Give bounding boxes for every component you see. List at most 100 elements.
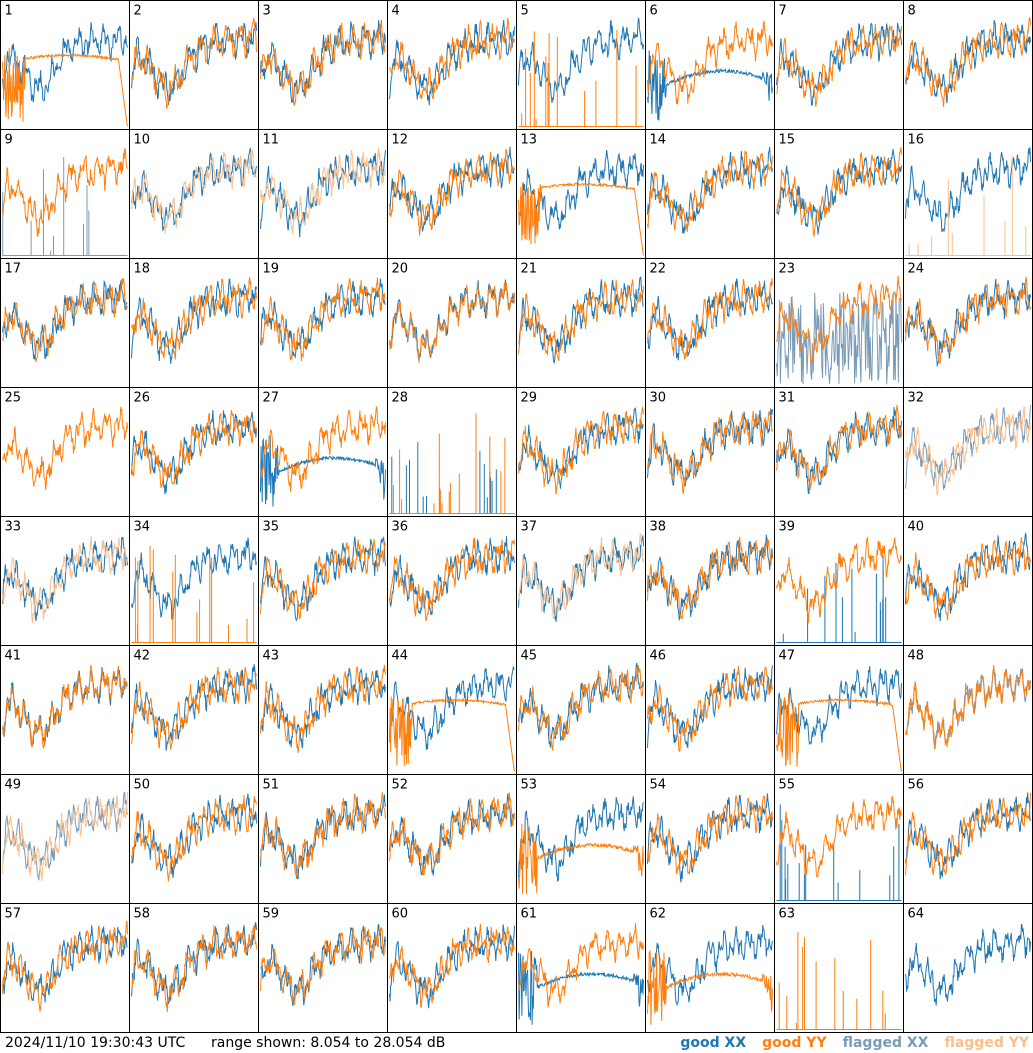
legend-flagged-yy: flagged YY bbox=[944, 1035, 1029, 1051]
panel-frame-15 bbox=[774, 129, 904, 259]
panel-label-39: 39 bbox=[779, 520, 796, 535]
panel-60: 60 bbox=[387, 903, 517, 1033]
legend: good XX good YY flagged XX flagged YY bbox=[664, 1033, 1029, 1053]
panel-label-48: 48 bbox=[908, 649, 925, 664]
panel-36: 36 bbox=[387, 516, 517, 646]
xx-trace-27 bbox=[260, 434, 386, 507]
panel-label-7: 7 bbox=[779, 4, 787, 19]
panel-label-63: 63 bbox=[779, 907, 796, 922]
xx-trace-23 bbox=[776, 289, 902, 385]
yy-trace-16 bbox=[905, 156, 1031, 256]
panel-frame-29 bbox=[516, 387, 646, 517]
xx-trace-33 bbox=[2, 536, 128, 622]
yy-trace-27 bbox=[260, 406, 386, 492]
yy-trace-61 bbox=[518, 923, 644, 1009]
panel-label-59: 59 bbox=[263, 907, 280, 922]
panel-label-57: 57 bbox=[5, 907, 22, 922]
yy-trace-42 bbox=[131, 666, 257, 750]
yy-trace-4 bbox=[389, 17, 515, 100]
panel-28: 28 bbox=[387, 387, 517, 517]
yy-trace-53 bbox=[518, 823, 644, 895]
panel-frame-48 bbox=[903, 645, 1033, 775]
panel-label-22: 22 bbox=[650, 262, 667, 277]
panel-11: 11 bbox=[258, 129, 388, 259]
yy-trace-29 bbox=[518, 405, 644, 495]
panel-label-23: 23 bbox=[779, 262, 796, 277]
panel-16: 16 bbox=[903, 129, 1033, 259]
yy-trace-24 bbox=[905, 276, 1031, 364]
panel-frame-41 bbox=[0, 645, 130, 775]
panel-57: 57 bbox=[0, 903, 130, 1033]
panel-22: 22 bbox=[645, 258, 775, 388]
panel-2: 2 bbox=[129, 0, 259, 130]
xx-trace-18 bbox=[131, 278, 257, 364]
panel-label-31: 31 bbox=[779, 391, 796, 406]
legend-flagged-xx: flagged XX bbox=[842, 1035, 929, 1051]
panel-31: 31 bbox=[774, 387, 904, 517]
panel-label-64: 64 bbox=[908, 907, 925, 922]
panel-48: 48 bbox=[903, 645, 1033, 775]
panel-39: 39 bbox=[774, 516, 904, 646]
panel-frame-8 bbox=[903, 0, 1033, 130]
panel-26: 26 bbox=[129, 387, 259, 517]
panel-19: 19 bbox=[258, 258, 388, 388]
panel-label-8: 8 bbox=[908, 4, 916, 19]
panel-label-9: 9 bbox=[5, 133, 13, 148]
panel-label-34: 34 bbox=[134, 520, 151, 535]
yy-trace-3 bbox=[260, 19, 386, 106]
panel-label-42: 42 bbox=[134, 649, 151, 664]
xx-trace-56 bbox=[905, 792, 1031, 880]
panel-label-25: 25 bbox=[5, 391, 22, 406]
yy-trace-17 bbox=[2, 278, 128, 363]
panel-label-35: 35 bbox=[263, 520, 280, 535]
legend-good-xx: good XX bbox=[680, 1035, 747, 1051]
yy-trace-10 bbox=[131, 149, 257, 234]
panel-51: 51 bbox=[258, 774, 388, 904]
xx-trace-15 bbox=[776, 148, 902, 235]
panel-label-50: 50 bbox=[134, 778, 151, 793]
yy-trace-23 bbox=[776, 275, 902, 364]
panel-frame-43 bbox=[258, 645, 388, 775]
xx-trace-19 bbox=[260, 278, 386, 359]
panel-label-58: 58 bbox=[134, 907, 151, 922]
panel-label-5: 5 bbox=[521, 4, 529, 19]
panel-29: 29 bbox=[516, 387, 646, 517]
yy-trace-14 bbox=[647, 150, 773, 232]
panel-label-36: 36 bbox=[392, 520, 409, 535]
xx-trace-61 bbox=[518, 951, 644, 1025]
yy-trace-37 bbox=[518, 533, 644, 620]
panel-10: 10 bbox=[129, 129, 259, 259]
panel-4: 4 bbox=[387, 0, 517, 130]
yy-trace-50 bbox=[131, 794, 257, 882]
panel-41: 41 bbox=[0, 645, 130, 775]
yy-trace-47 bbox=[776, 692, 902, 772]
panel-42: 42 bbox=[129, 645, 259, 775]
panel-label-40: 40 bbox=[908, 520, 925, 535]
yy-trace-49 bbox=[2, 791, 128, 882]
panel-label-33: 33 bbox=[5, 520, 22, 535]
yy-trace-18 bbox=[131, 277, 257, 360]
panel-40: 40 bbox=[903, 516, 1033, 646]
panel-frame-19 bbox=[258, 258, 388, 388]
xx-trace-47 bbox=[776, 666, 902, 745]
yy-trace-41 bbox=[2, 665, 128, 749]
panel-label-46: 46 bbox=[650, 649, 667, 664]
yy-trace-52 bbox=[389, 792, 515, 876]
yy-trace-2 bbox=[131, 17, 257, 110]
yy-trace-30 bbox=[647, 410, 773, 495]
yy-trace-19 bbox=[260, 277, 386, 362]
panel-label-56: 56 bbox=[908, 778, 925, 793]
yy-trace-55 bbox=[776, 796, 902, 878]
panel-label-61: 61 bbox=[521, 907, 538, 922]
panel-20: 20 bbox=[387, 258, 517, 388]
panel-64: 64 bbox=[903, 903, 1033, 1033]
xx-trace-44 bbox=[389, 666, 515, 750]
xx-trace-53 bbox=[518, 796, 644, 882]
xx-trace-11 bbox=[260, 149, 386, 238]
panel-9: 9 bbox=[0, 129, 130, 259]
yy-trace-7 bbox=[776, 23, 902, 107]
xx-trace-48 bbox=[905, 668, 1031, 750]
panel-label-52: 52 bbox=[392, 778, 409, 793]
panel-label-2: 2 bbox=[134, 4, 142, 19]
yy-trace-12 bbox=[389, 148, 515, 236]
